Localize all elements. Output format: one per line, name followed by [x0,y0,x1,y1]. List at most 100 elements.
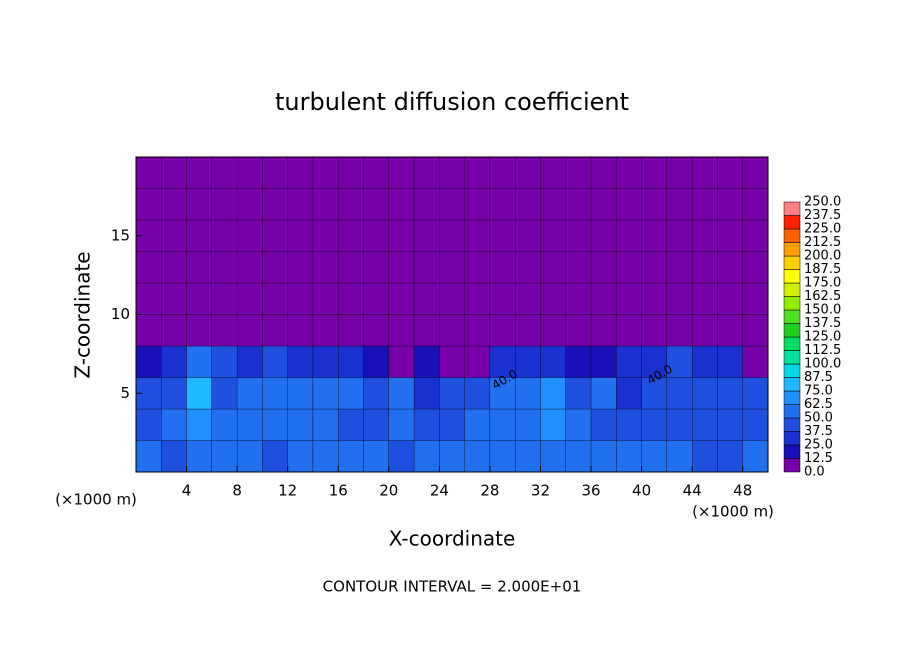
heat-cell [236,219,263,252]
heat-cell [135,156,162,189]
heat-cell [692,345,718,378]
heat-cell [540,345,566,378]
heat-cell [262,156,288,189]
colorbar-swatch [783,458,801,473]
heat-cell [287,251,314,284]
heat-cell [590,219,617,252]
heat-cell [641,156,668,189]
heat-cell [388,282,415,315]
heat-cell [515,188,541,221]
colorbar-label: 212.5 [804,235,841,250]
heat-cell [287,188,314,221]
heat-cell [236,345,263,378]
colorbar-label: 62.5 [804,397,833,412]
heat-cell [616,440,642,473]
heat-cell [161,219,187,252]
heat-cell [692,408,718,441]
heat-cell [388,440,415,473]
heat-cell [565,440,592,473]
heat-cell [540,377,566,410]
heat-cell [388,314,415,347]
heat-cell [312,156,339,189]
heat-cell [464,219,491,252]
heat-cell [439,251,465,284]
heat-cell [338,251,364,284]
colorbar-label: 137.5 [804,316,841,331]
heat-cell [439,377,465,410]
heat-cell [590,408,617,441]
colorbar-label: 187.5 [804,262,841,277]
heat-cell [590,345,617,378]
colorbar-label: 0.0 [804,465,825,480]
colorbar-label: 162.5 [804,289,841,304]
colorbar-swatch [783,201,801,216]
heat-cell [464,251,491,284]
colorbar-swatch [783,323,801,338]
heat-cell [236,282,263,315]
heat-cell [616,408,642,441]
colorbar-label: 75.0 [804,384,833,399]
heat-cell [641,345,668,378]
heat-cell [338,440,364,473]
heat-cell [186,314,212,347]
heat-cell [641,188,668,221]
heat-cell [186,156,212,189]
heat-cell [186,188,212,221]
heat-cell [692,219,718,252]
heat-cell [186,408,212,441]
heat-cell [515,156,541,189]
x-tick-label: 32 [531,482,550,500]
heat-cell [211,440,238,473]
heat-cell [363,156,389,189]
heat-cell [742,156,769,189]
colorbar-label: 175.0 [804,276,841,291]
heat-cell [666,282,693,315]
colorbar-label: 150.0 [804,303,841,318]
heat-cell [742,314,769,347]
heat-cell [413,314,440,347]
colorbar-swatch [783,255,801,270]
heat-cell [540,314,566,347]
heat-cell [312,188,339,221]
heat-cell [211,282,238,315]
heat-cell [616,345,642,378]
heat-cell [515,345,541,378]
heat-cell [489,251,516,284]
heat-cell [489,188,516,221]
heat-cell [464,377,491,410]
heat-cell [363,282,389,315]
x-tick-label: 48 [733,482,752,500]
heat-cell [742,377,769,410]
heat-cell [439,440,465,473]
heat-cell [211,219,238,252]
heat-cell [338,345,364,378]
heat-cell [186,251,212,284]
heat-cell [742,251,769,284]
heat-cell [565,377,592,410]
heat-cell [186,440,212,473]
heat-cell [489,408,516,441]
heat-cell [211,377,238,410]
heat-cell [565,314,592,347]
heat-cell [338,282,364,315]
heat-cell [515,282,541,315]
heat-cell [312,251,339,284]
heat-cell [590,282,617,315]
colorbar-label: 125.0 [804,330,841,345]
heat-cell [717,188,743,221]
heat-cell [489,345,516,378]
heat-cell [565,345,592,378]
heat-cell [742,345,769,378]
colorbar-swatch [783,350,801,365]
heat-cell [287,219,314,252]
colorbar-label: 250.0 [804,195,841,210]
colorbar-label: 225.0 [804,222,841,237]
heat-cell [590,156,617,189]
y-tick-label: 10 [111,305,130,323]
heat-cell [641,408,668,441]
colorbar-swatch [783,296,801,311]
heat-cell [515,440,541,473]
heat-cell [590,314,617,347]
heat-cell [590,377,617,410]
